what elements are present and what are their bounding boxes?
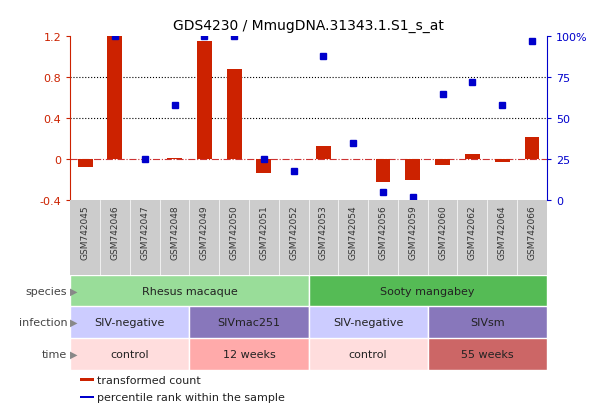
Text: control: control bbox=[111, 349, 149, 359]
Text: transformed count: transformed count bbox=[97, 375, 200, 385]
Text: 55 weeks: 55 weeks bbox=[461, 349, 514, 359]
Text: GSM742045: GSM742045 bbox=[81, 204, 90, 259]
Bar bbox=[495, 160, 510, 163]
Text: GSM742048: GSM742048 bbox=[170, 204, 179, 259]
Bar bbox=[70, 338, 189, 370]
Text: GSM742060: GSM742060 bbox=[438, 204, 447, 259]
Text: 12 weeks: 12 weeks bbox=[222, 349, 276, 359]
Bar bbox=[376, 160, 390, 182]
Bar bbox=[428, 306, 547, 338]
Text: Sooty mangabey: Sooty mangabey bbox=[381, 286, 475, 296]
Text: SIVsm: SIVsm bbox=[470, 318, 505, 328]
Text: GSM742054: GSM742054 bbox=[349, 204, 357, 259]
Text: SIVmac251: SIVmac251 bbox=[218, 318, 280, 328]
Bar bbox=[309, 306, 428, 338]
Bar bbox=[428, 338, 547, 370]
Text: Rhesus macaque: Rhesus macaque bbox=[142, 286, 237, 296]
Text: control: control bbox=[349, 349, 387, 359]
Text: GSM742053: GSM742053 bbox=[319, 204, 328, 259]
Bar bbox=[197, 42, 212, 160]
Bar bbox=[309, 275, 547, 306]
Text: percentile rank within the sample: percentile rank within the sample bbox=[97, 392, 285, 402]
Text: GSM742064: GSM742064 bbox=[498, 204, 507, 259]
Text: GSM742052: GSM742052 bbox=[289, 204, 298, 259]
Bar bbox=[435, 160, 450, 166]
Bar bbox=[257, 160, 271, 173]
Title: GDS4230 / MmugDNA.31343.1.S1_s_at: GDS4230 / MmugDNA.31343.1.S1_s_at bbox=[173, 19, 444, 33]
Bar bbox=[189, 306, 309, 338]
Bar bbox=[405, 160, 420, 180]
Text: species: species bbox=[26, 286, 67, 296]
Text: GSM742056: GSM742056 bbox=[379, 204, 387, 259]
Bar bbox=[80, 396, 94, 398]
Text: GSM742066: GSM742066 bbox=[527, 204, 536, 259]
Text: time: time bbox=[42, 349, 67, 359]
Bar bbox=[70, 306, 189, 338]
Text: GSM742062: GSM742062 bbox=[468, 204, 477, 259]
Bar bbox=[189, 338, 309, 370]
Text: SIV-negative: SIV-negative bbox=[333, 318, 403, 328]
Bar bbox=[524, 138, 540, 160]
Text: GSM742050: GSM742050 bbox=[230, 204, 238, 259]
Bar bbox=[227, 70, 241, 160]
Text: ▶: ▶ bbox=[70, 318, 77, 328]
Text: ▶: ▶ bbox=[70, 349, 77, 359]
Text: GSM742059: GSM742059 bbox=[408, 204, 417, 259]
Text: GSM742046: GSM742046 bbox=[111, 204, 119, 259]
Text: ▶: ▶ bbox=[70, 286, 77, 296]
Bar bbox=[316, 147, 331, 160]
Bar bbox=[465, 155, 480, 160]
Text: infection: infection bbox=[18, 318, 67, 328]
Bar bbox=[78, 160, 93, 168]
Text: GSM742049: GSM742049 bbox=[200, 204, 209, 259]
Text: GSM742047: GSM742047 bbox=[141, 204, 149, 259]
Bar bbox=[80, 378, 94, 381]
Bar bbox=[70, 275, 309, 306]
Bar bbox=[309, 338, 428, 370]
Text: GSM742051: GSM742051 bbox=[260, 204, 268, 259]
Bar bbox=[108, 37, 122, 160]
Text: SIV-negative: SIV-negative bbox=[95, 318, 165, 328]
Bar bbox=[167, 159, 182, 160]
